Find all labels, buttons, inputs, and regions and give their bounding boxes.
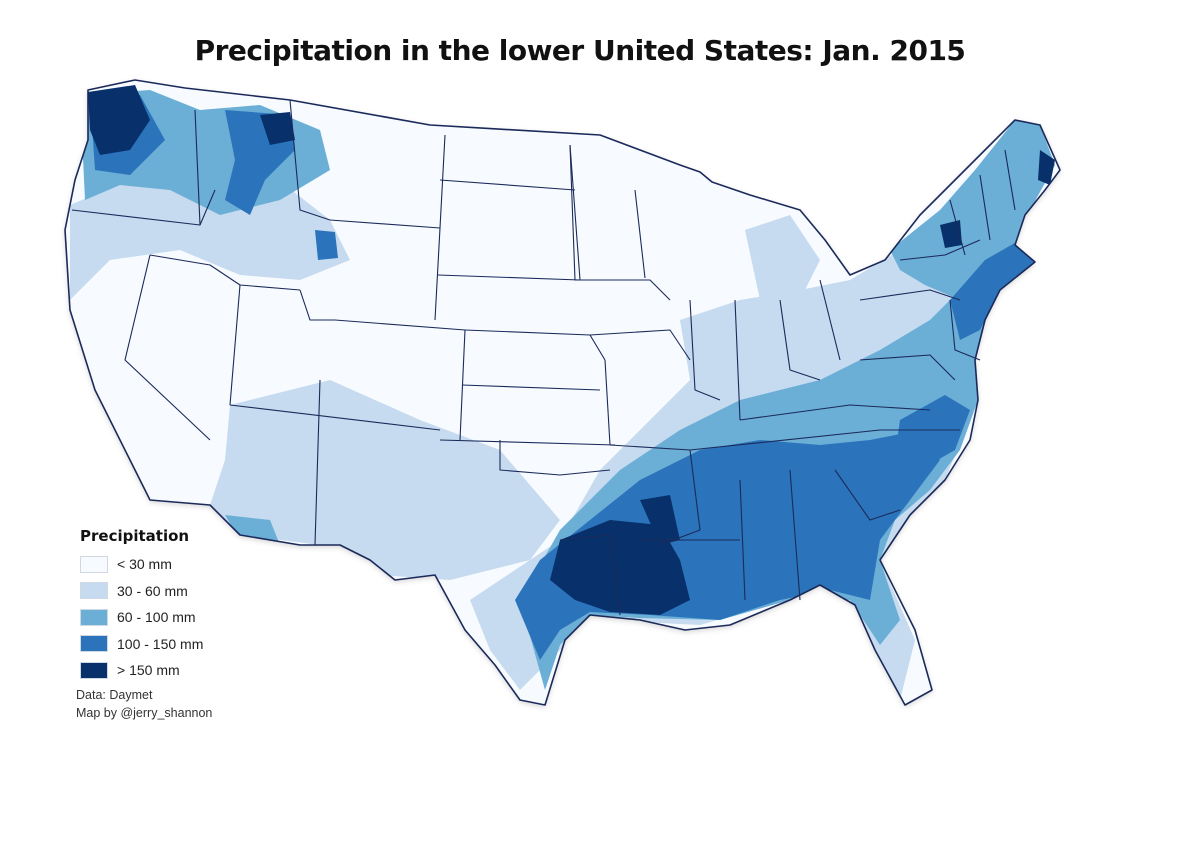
zone-over-150-mississippi <box>640 495 680 545</box>
map-title: Precipitation in the lower United States… <box>194 34 966 67</box>
legend: Precipitation < 30 mm 30 - 60 mm 60 - 10… <box>80 527 203 684</box>
zone-over-150-maine <box>1038 150 1055 185</box>
zone-over-150-louisiana <box>550 520 690 615</box>
credits: Data: Daymet Map by @jerry_shannon <box>76 686 212 722</box>
legend-item: 100 - 150 mm <box>80 631 203 658</box>
legend-label: > 150 mm <box>117 662 180 679</box>
legend-swatch <box>80 555 108 573</box>
zone-30-60-southwest <box>210 380 560 580</box>
zone-30-60-michigan <box>745 215 820 300</box>
legend-label: 60 - 100 mm <box>117 609 196 626</box>
zone-over-150-n-idaho <box>260 112 295 145</box>
legend-label: < 30 mm <box>117 556 172 573</box>
legend-swatch <box>80 635 108 653</box>
legend-item: < 30 mm <box>80 551 203 578</box>
zone-over-150-washington <box>88 85 150 155</box>
legend-item: 30 - 60 mm <box>80 578 203 605</box>
precipitation-zones <box>70 85 1055 700</box>
legend-label: 100 - 150 mm <box>117 635 204 652</box>
legend-swatch <box>80 582 108 600</box>
legend-swatch <box>80 608 108 626</box>
legend-label: 30 - 60 mm <box>117 582 188 599</box>
legend-item: > 150 mm <box>80 657 203 684</box>
legend-swatch <box>80 661 108 679</box>
zone-over-150-ny <box>940 220 962 248</box>
zone-100-150-ne-coast <box>950 240 1035 340</box>
state-borders <box>64 79 1061 706</box>
data-source: Data: Daymet <box>76 688 153 702</box>
zone-60-100-northeast <box>890 120 1055 300</box>
legend-item: 60 - 100 mm <box>80 604 203 631</box>
zone-100-150-nc <box>895 395 970 470</box>
map-author: Map by @jerry_shannon <box>76 706 213 720</box>
legend-title: Precipitation <box>80 527 190 545</box>
zone-100-150-wy <box>315 230 338 260</box>
